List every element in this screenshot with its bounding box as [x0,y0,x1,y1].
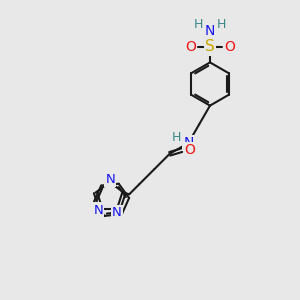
Text: H: H [194,18,203,31]
Text: H: H [172,130,181,143]
Text: S: S [205,39,215,54]
Text: N: N [112,206,122,219]
Text: O: O [224,40,235,54]
Text: O: O [185,40,196,54]
Text: N: N [105,173,115,186]
Text: N: N [205,24,215,38]
Text: H: H [217,18,226,31]
Text: N: N [94,203,103,217]
Text: N: N [105,173,115,186]
Text: N: N [183,136,194,150]
Text: O: O [184,143,195,157]
